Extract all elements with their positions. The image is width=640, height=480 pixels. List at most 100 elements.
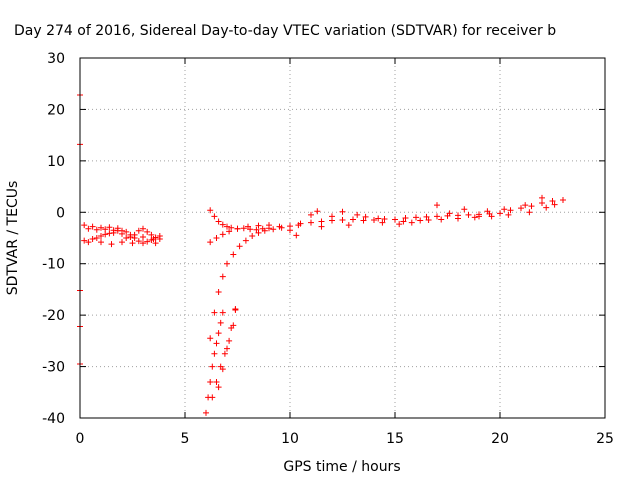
- data-point: [213, 340, 220, 347]
- data-point: [339, 208, 346, 215]
- data-point: [423, 213, 430, 220]
- data-point: [261, 227, 268, 234]
- data-point: [297, 220, 304, 227]
- data-point: [217, 319, 224, 326]
- data-point: [505, 211, 512, 218]
- data-point: [539, 194, 545, 201]
- data-point: [221, 350, 228, 357]
- data-point: [102, 231, 109, 238]
- data-point: [236, 243, 243, 250]
- data-point: [446, 210, 453, 217]
- data-point: [255, 222, 262, 229]
- data-point: [106, 224, 113, 231]
- data-point: [329, 213, 335, 220]
- data-point: [211, 350, 218, 357]
- data-point: [476, 213, 482, 220]
- chart-title: Day 274 of 2016, Sidereal Day-to-day VTE…: [14, 23, 556, 39]
- data-point: [215, 218, 222, 225]
- data-point: [484, 208, 491, 215]
- x-axis-label: GPS time / hours: [283, 459, 400, 475]
- data-point: [234, 225, 241, 232]
- data-point: [98, 239, 104, 246]
- data-point: [232, 305, 239, 312]
- data-point: [266, 222, 272, 229]
- data-point: [375, 215, 382, 222]
- data-point: [123, 228, 130, 235]
- data-point: [434, 213, 440, 220]
- x-tick-label: 25: [596, 431, 614, 447]
- data-point: [226, 337, 233, 344]
- data-point: [108, 241, 115, 248]
- data-point: [211, 309, 218, 316]
- data-point: [501, 206, 508, 213]
- data-point: [308, 219, 314, 226]
- y-tick-label: 10: [47, 154, 65, 170]
- data-point: [287, 227, 293, 234]
- data-point: [360, 217, 367, 224]
- data-point: [488, 213, 495, 220]
- data-point: [408, 219, 415, 226]
- y-tick-label: -30: [42, 360, 65, 376]
- data-point: [150, 236, 157, 243]
- data-point: [522, 202, 529, 209]
- data-point: [123, 235, 130, 241]
- x-tick-label: 15: [386, 431, 404, 447]
- data-point: [461, 206, 468, 213]
- data-point: [528, 203, 535, 210]
- data-point: [242, 237, 249, 244]
- data-point: [203, 409, 209, 416]
- data-point: [507, 207, 514, 214]
- x-tick-label: 5: [181, 431, 190, 447]
- data-point: [135, 227, 142, 234]
- data-point: [219, 273, 226, 280]
- data-point: [438, 216, 445, 223]
- x-tick-label: 10: [281, 431, 299, 447]
- data-point: [425, 217, 432, 223]
- data-point: [207, 239, 214, 246]
- data-point: [135, 238, 142, 245]
- data-point: [413, 214, 419, 221]
- data-point: [85, 239, 92, 246]
- data-point: [400, 218, 407, 225]
- data-point: [245, 223, 251, 230]
- y-tick-label: 20: [47, 102, 65, 118]
- data-point: [381, 215, 388, 222]
- data-point: [371, 217, 377, 223]
- data-point: [551, 201, 558, 208]
- data-point: [81, 237, 88, 244]
- data-point: [156, 236, 163, 243]
- data-point: [148, 231, 155, 238]
- data-point: [215, 289, 222, 295]
- data-point: [219, 221, 226, 228]
- data-point: [339, 217, 346, 223]
- data-point: [224, 223, 230, 230]
- data-point: [127, 231, 134, 238]
- data-point: [89, 223, 96, 230]
- y-axis-label: SDTVAR / TECUs: [5, 181, 21, 296]
- data-point: [240, 225, 247, 232]
- data-point: [434, 202, 440, 209]
- data-point: [345, 222, 352, 229]
- data-point: [207, 207, 214, 214]
- y-tick-label: 0: [56, 205, 65, 221]
- plot-frame: [79, 57, 606, 419]
- data-point: [207, 379, 214, 385]
- data-point: [226, 228, 233, 235]
- data-point: [140, 240, 146, 247]
- data-point: [249, 232, 256, 239]
- data-point: [152, 240, 159, 247]
- data-point: [224, 260, 230, 267]
- data-point: [539, 200, 545, 207]
- data-point: [98, 232, 104, 239]
- data-point: [417, 217, 424, 224]
- data-point: [224, 345, 230, 352]
- data-point: [497, 210, 503, 217]
- data-point: [362, 213, 369, 220]
- data-point: [140, 225, 146, 232]
- y-tick-label: -40: [42, 411, 65, 427]
- grid-lines: [80, 58, 605, 418]
- data-point: [102, 226, 109, 233]
- data-point: [106, 230, 113, 237]
- data-point: [471, 214, 478, 221]
- data-point: [213, 379, 220, 385]
